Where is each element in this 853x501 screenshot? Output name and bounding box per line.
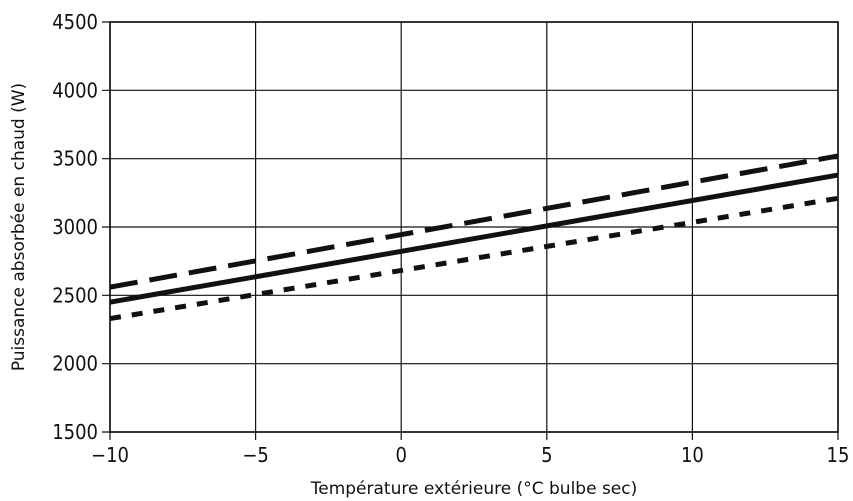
y-tick-label: 3500 <box>52 147 98 171</box>
tick-labels: −10 −5 0 5 10 15 1500 2000 2500 3000 3500 4000 4500 <box>52 10 849 467</box>
series-line-solid <box>109 172 839 305</box>
y-axis-label: Puissance absorbée en chaud (W) <box>9 83 29 371</box>
x-tick-label: 0 <box>395 443 406 467</box>
series-layer <box>109 153 839 322</box>
x-axis-label: Température extérieure (°C bulbe sec) <box>310 479 638 499</box>
x-tick-label: −5 <box>242 443 269 467</box>
series-line-dashed <box>109 153 839 290</box>
grid <box>102 21 839 440</box>
plot-frame <box>109 21 839 433</box>
x-tick-label: 10 <box>681 443 704 467</box>
x-tick-label: 15 <box>827 443 850 467</box>
y-tick-label: 3000 <box>52 215 98 239</box>
y-tick-label: 4500 <box>52 10 98 34</box>
x-tick-label: −10 <box>91 443 129 467</box>
series-line-dotted <box>109 195 839 322</box>
y-tick-label: 1500 <box>52 420 98 444</box>
y-tick-label: 2500 <box>52 283 98 307</box>
x-tick-label: 5 <box>541 443 552 467</box>
y-tick-label: 2000 <box>52 352 98 376</box>
y-tick-label: 4000 <box>52 78 98 102</box>
